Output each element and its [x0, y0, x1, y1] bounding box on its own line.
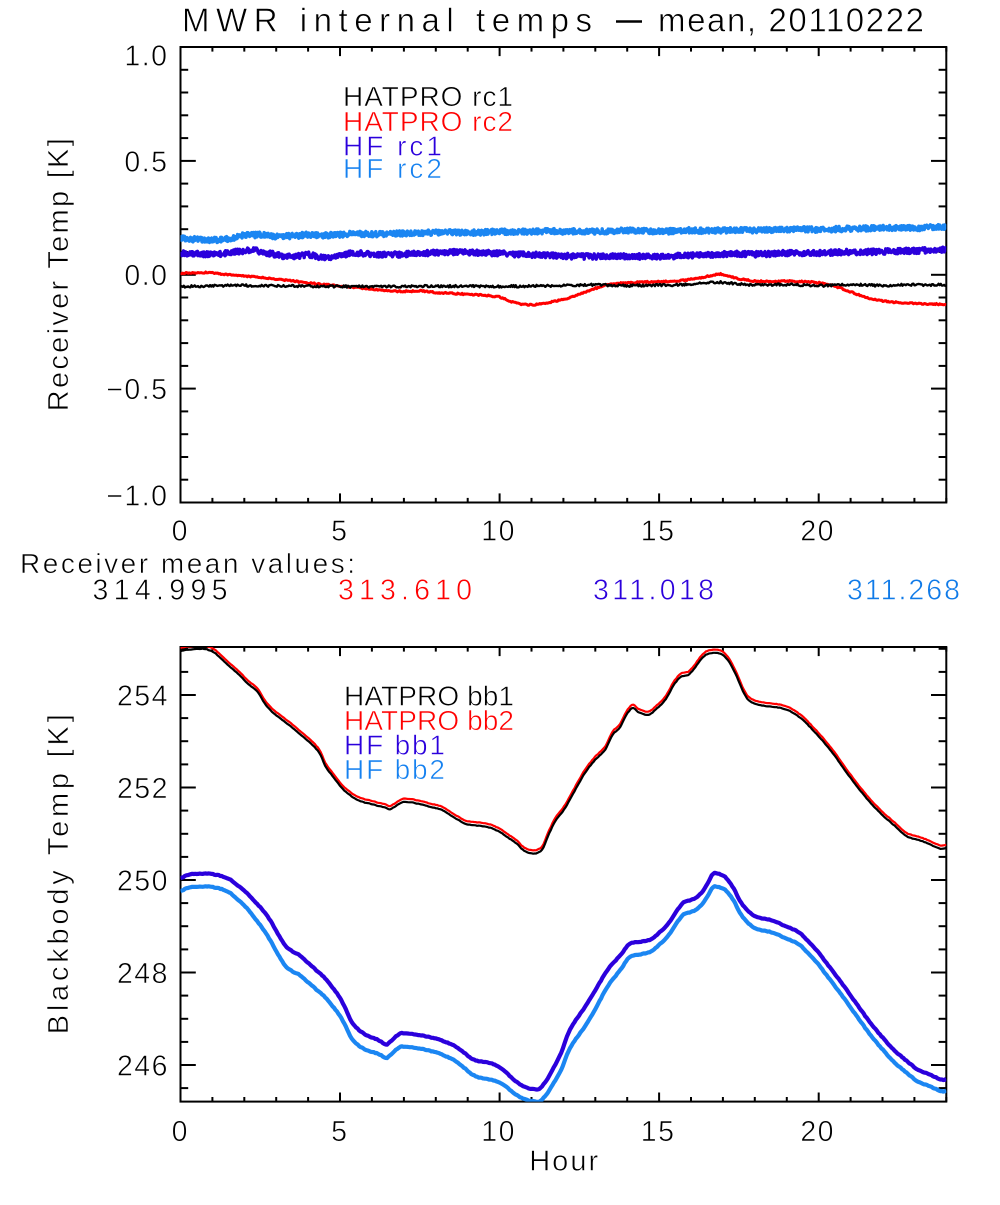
svg-text:0: 0: [172, 516, 188, 548]
svg-text:Receiver mean values:: Receiver mean values:: [20, 548, 355, 579]
svg-text:Blackbody Temp [K]: Blackbody Temp [K]: [43, 714, 75, 1034]
svg-text:HF rc2: HF rc2: [343, 153, 442, 184]
svg-text:20: 20: [800, 516, 835, 548]
svg-text:−1.0: −1.0: [106, 480, 168, 512]
svg-text:250: 250: [117, 865, 169, 897]
svg-text:252: 252: [117, 773, 169, 805]
svg-text:313.610: 313.610: [338, 575, 472, 607]
svg-text:HATPRO bb2: HATPRO bb2: [344, 705, 514, 736]
svg-text:248: 248: [117, 958, 169, 990]
svg-text:5: 5: [331, 1116, 347, 1148]
svg-text:10: 10: [481, 1116, 516, 1148]
svg-text:Receiver Temp [K]: Receiver Temp [K]: [43, 138, 75, 411]
svg-text:5: 5: [331, 516, 347, 548]
svg-text:15: 15: [641, 516, 676, 548]
svg-text:Hour: Hour: [529, 1146, 598, 1178]
svg-text:mean, 20110222: mean, 20110222: [658, 2, 924, 39]
svg-text:HF rc1: HF rc1: [343, 131, 442, 162]
svg-text:10: 10: [481, 516, 516, 548]
svg-text:0.5: 0.5: [124, 146, 168, 178]
svg-text:0: 0: [172, 1116, 188, 1148]
svg-text:0.0: 0.0: [124, 260, 168, 292]
svg-text:−0.5: −0.5: [106, 374, 168, 406]
svg-text:HATPRO rc1: HATPRO rc1: [343, 81, 513, 112]
svg-text:311.018: 311.018: [593, 575, 714, 607]
svg-text:MWR internal temps: MWR internal temps: [182, 2, 592, 39]
svg-text:246: 246: [117, 1050, 169, 1082]
svg-text:1.0: 1.0: [124, 40, 168, 72]
svg-text:311.268: 311.268: [847, 575, 960, 607]
svg-text:HATPRO rc2: HATPRO rc2: [343, 106, 513, 137]
svg-text:254: 254: [117, 680, 169, 712]
svg-text:HF bb2: HF bb2: [344, 754, 445, 785]
svg-text:HATPRO bb1: HATPRO bb1: [344, 681, 514, 712]
svg-text:20: 20: [800, 1116, 835, 1148]
svg-text:314.995: 314.995: [93, 575, 228, 607]
svg-text:15: 15: [641, 1116, 676, 1148]
